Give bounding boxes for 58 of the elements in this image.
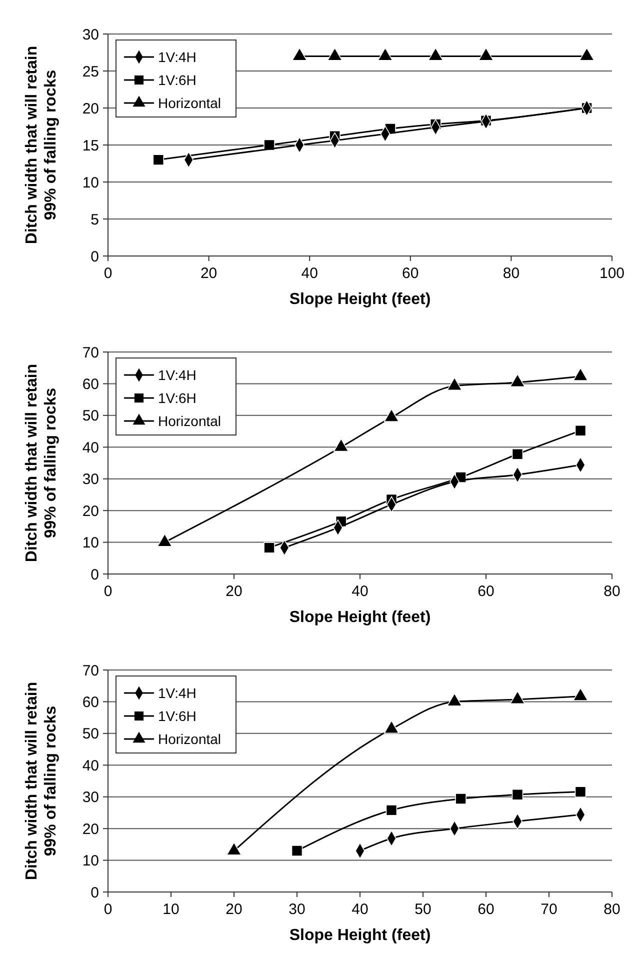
x-tick-label: 70 <box>540 901 558 918</box>
y-tick-label: 20 <box>82 502 99 520</box>
y-tick-label: 40 <box>82 757 99 774</box>
x-tick-label: 100 <box>599 265 625 282</box>
x-tick-label: 80 <box>502 265 520 282</box>
x-tick-label: 0 <box>104 265 112 282</box>
x-tick-label: 20 <box>200 265 218 282</box>
legend-label: 1V:6H <box>158 72 196 88</box>
y-tick-label: 40 <box>82 439 99 456</box>
x-tick-label: 40 <box>352 583 368 600</box>
legend-label: 1V:4H <box>158 366 196 383</box>
y-tick-label: 20 <box>82 820 99 838</box>
legend-label: 1V:4H <box>158 48 196 65</box>
y-tick-label: 50 <box>82 726 99 743</box>
y-tick-label: 10 <box>82 534 99 552</box>
legend-label: Horizontal <box>158 412 222 429</box>
y-tick-label: 20 <box>82 100 99 118</box>
legend-label: 1V:6H <box>158 390 196 406</box>
y-tick-label: 5 <box>90 211 99 228</box>
y-tick-label: 15 <box>82 137 99 154</box>
x-tick-label: 60 <box>402 265 419 282</box>
x-tick-label: 20 <box>226 901 242 918</box>
y-tick-label: 0 <box>90 248 99 266</box>
x-tick-label: 50 <box>414 901 432 918</box>
x-axis-title: Slope Height (feet) <box>289 291 431 308</box>
y-tick-label: 50 <box>82 408 99 425</box>
legend-label: Horizontal <box>158 94 222 111</box>
y-tick-label: 30 <box>82 789 99 806</box>
x-tick-label: 0 <box>104 583 112 600</box>
x-tick-label: 60 <box>478 901 494 918</box>
legend-label: 1V:4H <box>158 684 196 701</box>
x-tick-label: 30 <box>288 901 306 918</box>
x-tick-label: 60 <box>478 583 494 600</box>
y-axis-title: Ditch width that will retain 99% of falling rocks <box>23 682 60 880</box>
y-tick-label: 70 <box>82 662 99 680</box>
x-tick-label: 40 <box>301 265 318 282</box>
y-tick-label: 30 <box>82 471 99 488</box>
legend-label: 1V:6H <box>158 708 196 724</box>
y-axis-title: Ditch width that will retain 99% of falling rocks <box>23 364 60 562</box>
x-tick-label: 10 <box>162 901 180 918</box>
y-tick-label: 30 <box>82 26 99 44</box>
x-tick-label: 40 <box>352 901 368 918</box>
x-axis-title: Slope Height (feet) <box>289 927 431 944</box>
y-tick-label: 60 <box>82 376 99 393</box>
x-tick-label: 80 <box>604 583 620 600</box>
y-axis-title: Ditch width that will retain 99% of falling rocks <box>23 46 60 244</box>
y-tick-label: 25 <box>82 63 99 80</box>
x-tick-label: 0 <box>104 901 112 918</box>
y-tick-label: 10 <box>82 174 99 192</box>
y-tick-label: 10 <box>82 852 99 870</box>
y-tick-label: 0 <box>90 884 99 902</box>
legend-label: Horizontal <box>158 730 222 747</box>
x-axis-title: Slope Height (feet) <box>289 609 431 626</box>
x-tick-label: 80 <box>604 901 620 918</box>
y-tick-label: 70 <box>82 344 99 362</box>
x-tick-label: 20 <box>226 583 242 600</box>
y-tick-label: 0 <box>90 566 99 584</box>
y-tick-label: 60 <box>82 694 99 711</box>
